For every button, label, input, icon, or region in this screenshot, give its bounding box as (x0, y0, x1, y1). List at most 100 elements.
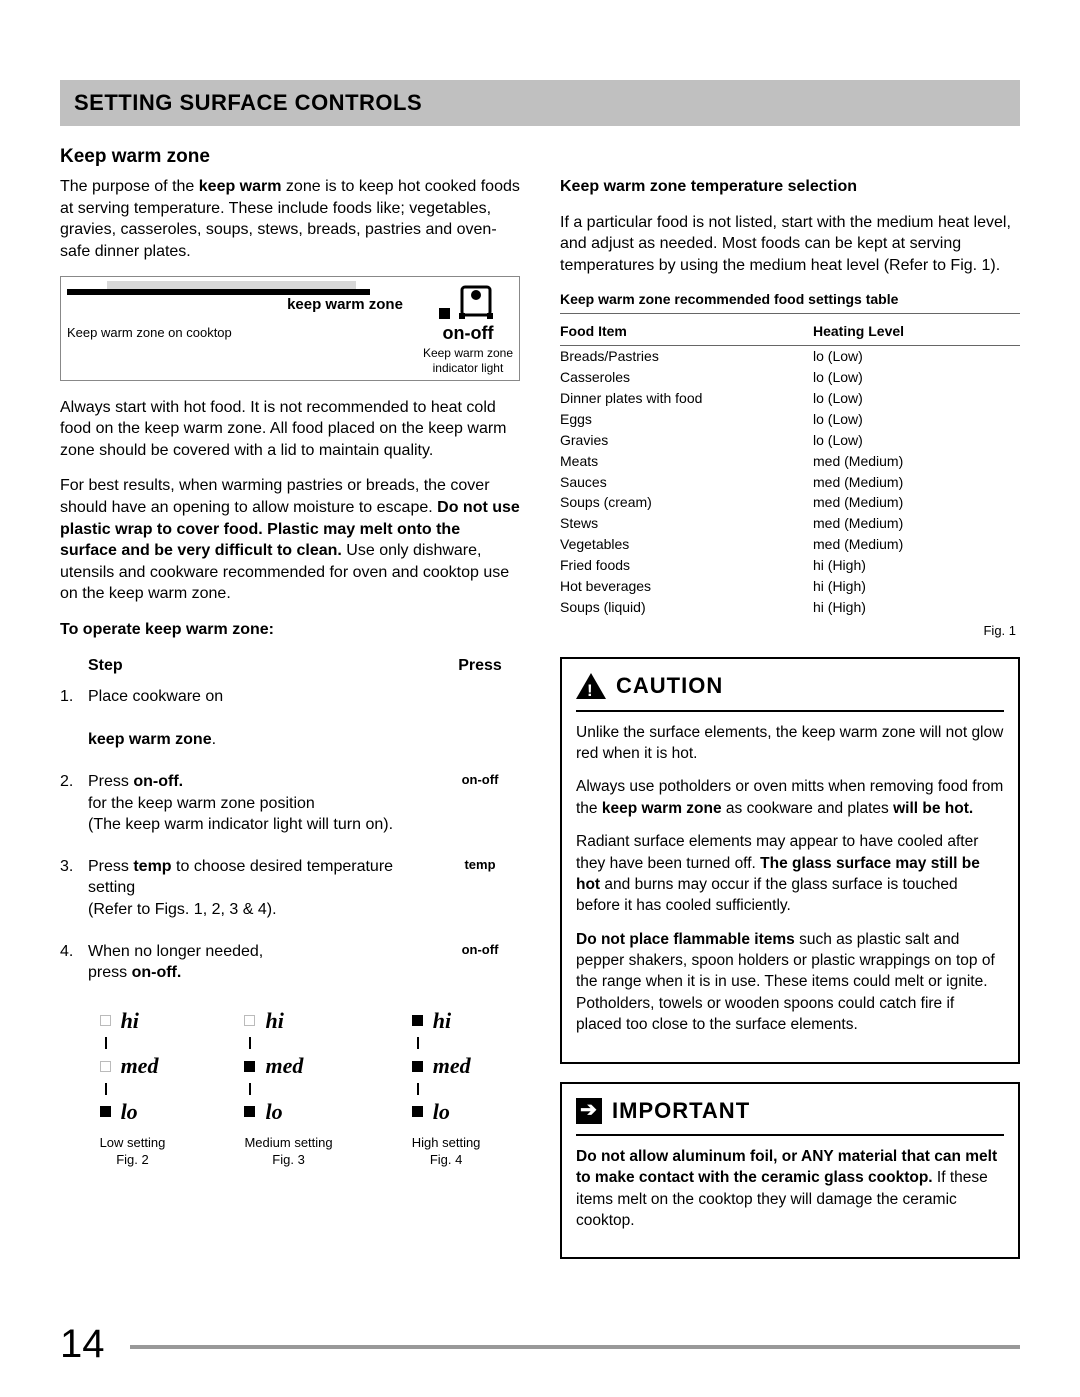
arrow-icon: ➔ (576, 1098, 602, 1124)
heat-label: lo (265, 1097, 282, 1127)
step-number: 1. (60, 686, 88, 751)
on-off-label: on-off (442, 321, 493, 345)
text: Press (88, 773, 133, 790)
table-row: Casseroleslo (Low) (560, 367, 1020, 388)
important-text: Do not allow aluminum foil, or ANY mater… (576, 1146, 1004, 1232)
level-cell: hi (High) (813, 556, 1020, 575)
heat-label: hi (121, 1006, 139, 1036)
low-setting: hi med lo Low settingFig. 2 (100, 1004, 166, 1169)
th-food: Food Item (560, 322, 813, 341)
caution-box: CAUTION Unlike the surface elements, the… (560, 657, 1020, 1063)
level-cell: hi (High) (813, 577, 1020, 596)
food-cell: Dinner plates with food (560, 389, 813, 408)
step-3: 3. Press temp to choose desired temperat… (60, 856, 520, 921)
kwz-label: keep warm zone (67, 295, 403, 315)
heat-label: med (121, 1051, 159, 1081)
text-bold: keep warm (199, 178, 282, 195)
table-row: Meatsmed (Medium) (560, 451, 1020, 472)
table-title: Keep warm zone recommended food settings… (560, 290, 1020, 314)
text: and burns may occur if the glass surface… (576, 876, 958, 914)
press-label: on-off (440, 941, 520, 984)
text: For best results, when warming pastries … (60, 477, 490, 516)
intro-paragraph: The purpose of the keep warm zone is to … (60, 176, 520, 262)
caution-header: CAUTION (576, 671, 1004, 711)
caution-text: Radiant surface elements may appear to h… (576, 831, 1004, 917)
text-bold: keep warm zone (602, 800, 722, 817)
table-row: Stewsmed (Medium) (560, 513, 1020, 534)
level-cell: lo (Low) (813, 410, 1020, 429)
food-cell: Casseroles (560, 368, 813, 387)
food-cell: Eggs (560, 410, 813, 429)
food-cell: Fried foods (560, 556, 813, 575)
food-cell: Hot beverages (560, 577, 813, 596)
level-cell: lo (Low) (813, 389, 1020, 408)
press-header: Press (440, 655, 520, 677)
section-title: SETTING SURFACE CONTROLS (74, 90, 1006, 116)
para-best-results: For best results, when warming pastries … (60, 475, 520, 605)
table-row: Vegetablesmed (Medium) (560, 534, 1020, 555)
step-number: 2. (60, 771, 88, 836)
left-column: The purpose of the keep warm zone is to … (60, 176, 520, 1259)
food-cell: Sauces (560, 473, 813, 492)
level-cell: med (Medium) (813, 452, 1020, 471)
heat-label: hi (433, 1006, 451, 1036)
indicator-icon (456, 283, 496, 319)
th-level: Heating Level (813, 322, 1020, 341)
step-1: 1. Place cookware on keep warm zone. (60, 686, 520, 751)
important-title: IMPORTANT (612, 1096, 750, 1126)
text: When no longer needed, (88, 943, 263, 960)
food-cell: Soups (liquid) (560, 598, 813, 617)
heat-label: med (265, 1051, 303, 1081)
subheading: Keep warm zone (60, 146, 1020, 168)
medium-setting: hi med lo Medium settingFig. 3 (244, 1004, 332, 1169)
temp-selection-para: If a particular food is not listed, star… (560, 212, 1020, 277)
right-column: Keep warm zone temperature selection If … (560, 176, 1020, 1259)
para-start-hot: Always start with hot food. It is not re… (60, 397, 520, 462)
heat-settings-diagrams: hi med lo Low settingFig. 2 hi med lo Me… (60, 1004, 520, 1169)
caption: Medium setting (244, 1135, 332, 1150)
caution-text: Do not place flammable items such as pla… (576, 929, 1004, 1036)
kwz-caption: Keep warm zone on cooktop (67, 324, 423, 342)
level-cell: med (Medium) (813, 535, 1020, 554)
table-row: Fried foodshi (High) (560, 555, 1020, 576)
level-cell: med (Medium) (813, 514, 1020, 533)
food-cell: Breads/Pastries (560, 347, 813, 366)
text: Press (88, 858, 133, 875)
caution-title: CAUTION (616, 671, 723, 701)
table-row: Eggslo (Low) (560, 409, 1020, 430)
text-bold: Do not place flammable items (576, 931, 795, 948)
text-bold: on-off. (133, 773, 183, 790)
level-cell: hi (High) (813, 598, 1020, 617)
text-bold: will be hot. (893, 800, 973, 817)
text: (The keep warm indicator light will turn… (88, 816, 393, 833)
step-2: 2. Press on-off. for the keep warm zone … (60, 771, 520, 836)
keep-warm-zone-diagram: keep warm zone Keep warm zone on cooktop (60, 276, 520, 380)
level-cell: lo (Low) (813, 431, 1020, 450)
caption: High setting (412, 1135, 481, 1150)
indicator-caption: Keep warm zone (423, 346, 513, 360)
table-row: Breads/Pastrieslo (Low) (560, 346, 1020, 367)
section-header: SETTING SURFACE CONTROLS (60, 80, 1020, 126)
press-label: temp (440, 856, 520, 921)
table-row: Soups (liquid)hi (High) (560, 597, 1020, 618)
table-row: Dinner plates with foodlo (Low) (560, 388, 1020, 409)
fig-label: Fig. 4 (430, 1152, 463, 1167)
heat-label: lo (433, 1097, 450, 1127)
level-cell: med (Medium) (813, 473, 1020, 492)
food-cell: Stews (560, 514, 813, 533)
warning-icon (576, 673, 606, 699)
text: for the keep warm zone position (88, 795, 315, 812)
caution-text: Unlike the surface elements, the keep wa… (576, 722, 1004, 765)
table-row: Soups (cream)med (Medium) (560, 492, 1020, 513)
text-bold: on-off. (132, 964, 182, 981)
caution-text: Always use potholders or oven mitts when… (576, 776, 1004, 819)
press-label: on-off (440, 771, 520, 836)
indicator-light-diagram: on-off Keep warm zone indicator light (423, 283, 513, 375)
step-header: Step (88, 655, 440, 677)
heat-label: med (433, 1051, 471, 1081)
text: press (88, 964, 132, 981)
food-cell: Gravies (560, 431, 813, 450)
level-cell: med (Medium) (813, 493, 1020, 512)
high-setting: hi med lo High setting Fig. 4 (412, 1004, 481, 1169)
text-bold: keep warm zone (88, 731, 212, 748)
